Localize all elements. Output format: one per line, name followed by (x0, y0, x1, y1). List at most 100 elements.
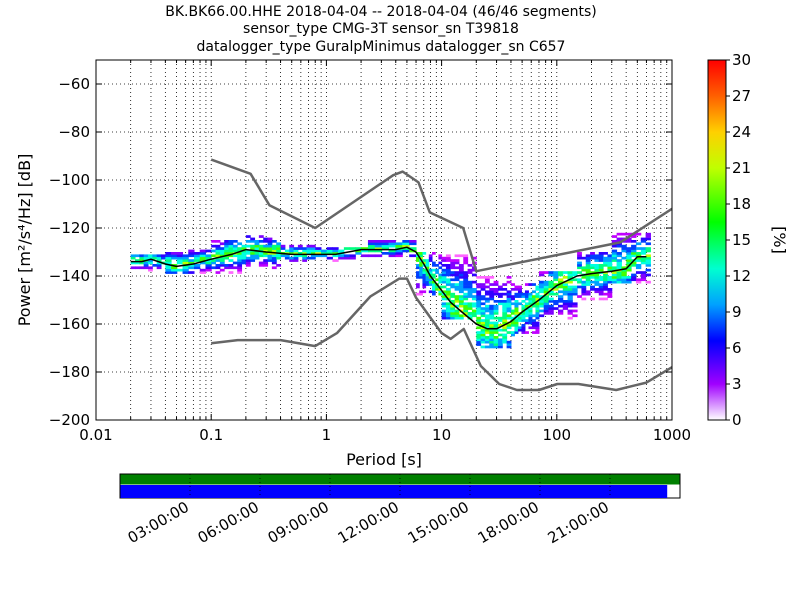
density-cell (524, 319, 529, 322)
density-cell (476, 302, 482, 306)
density-cell (640, 240, 647, 243)
density-cell (450, 304, 456, 308)
density-cell (463, 295, 469, 298)
density-cell (263, 247, 269, 250)
density-cell (514, 324, 519, 327)
density-cell (467, 307, 473, 310)
density-cell (254, 242, 260, 246)
density-cell (458, 280, 464, 284)
density-cell (395, 242, 403, 246)
density-cell (441, 268, 447, 272)
density-cell (585, 276, 591, 279)
density-cell (524, 292, 529, 296)
density-cell (497, 328, 503, 332)
density-cell (310, 252, 316, 255)
density-cell (445, 283, 451, 286)
density-cell (156, 264, 162, 267)
density-cell (361, 254, 369, 258)
density-cell (224, 249, 230, 253)
density-cell (367, 247, 376, 250)
density-cell (458, 295, 464, 298)
density-cell (489, 343, 495, 346)
density-cell (594, 264, 600, 267)
density-cell (528, 309, 533, 313)
density-cell (441, 256, 447, 260)
density-cell (188, 259, 195, 262)
density-cell (237, 264, 243, 267)
density-cell (497, 285, 503, 289)
density-cell (306, 249, 312, 253)
density-cell (489, 276, 495, 279)
density-cell (419, 266, 423, 270)
density-cell (205, 264, 212, 267)
density-cell (626, 259, 632, 262)
density-cell (493, 321, 499, 325)
density-cell (263, 259, 269, 262)
density-cell (445, 278, 451, 282)
density-cell (506, 292, 512, 296)
density-cell (497, 292, 503, 296)
density-cell (594, 283, 600, 286)
density-cell (528, 314, 533, 318)
density-cell (188, 261, 195, 265)
density-cell (199, 259, 206, 262)
density-cell (194, 259, 201, 262)
density-cell (476, 300, 482, 303)
density-cell (454, 278, 460, 282)
density-cell (611, 235, 618, 238)
density-cell (476, 292, 482, 296)
density-cell (326, 247, 333, 250)
density-cell (416, 271, 420, 274)
density-cell (438, 261, 443, 265)
density-cell (156, 256, 162, 260)
density-cell (590, 280, 595, 284)
density-cell (493, 316, 499, 320)
density-cell (572, 314, 578, 318)
density-cell (315, 249, 322, 253)
density-cell (517, 288, 522, 291)
density-cell (419, 264, 423, 267)
density-cell (463, 256, 469, 260)
density-cell (463, 304, 469, 308)
density-cell (374, 249, 383, 253)
density-cell (215, 264, 221, 267)
density-cell (228, 249, 234, 253)
colorbar-tick-label: 18 (732, 195, 751, 213)
density-cell (645, 268, 651, 272)
density-cell (531, 297, 536, 301)
density-cell (416, 266, 420, 270)
density-cell (156, 266, 162, 270)
density-cell (581, 268, 587, 272)
density-cell (484, 319, 490, 322)
density-cell (590, 264, 595, 267)
coverage-time-label: 03:00:00 (125, 498, 192, 547)
density-cell (524, 283, 529, 286)
density-cell (165, 261, 172, 265)
density-cell (467, 295, 473, 298)
density-cell (458, 268, 464, 272)
density-cell (616, 237, 622, 241)
density-cell (567, 312, 573, 315)
density-cell (388, 249, 396, 253)
density-cell (280, 247, 286, 250)
density-cell (594, 290, 600, 294)
density-cell (326, 256, 333, 260)
density-cell (531, 304, 536, 308)
density-cell (531, 300, 536, 303)
density-cell (581, 288, 587, 291)
density-cell (603, 297, 608, 301)
density-cell (510, 316, 515, 320)
density-cell (489, 304, 495, 308)
density-cell (635, 278, 642, 282)
density-cell (538, 304, 545, 308)
density-cell (598, 288, 604, 291)
density-cell (310, 249, 316, 253)
density-cell (349, 254, 356, 258)
density-cell (326, 252, 333, 255)
density-cell (640, 256, 647, 260)
density-cell (176, 256, 184, 260)
density-cell (438, 278, 443, 282)
density-cell (450, 273, 456, 277)
density-cell (543, 290, 549, 294)
density-cell (467, 292, 473, 296)
